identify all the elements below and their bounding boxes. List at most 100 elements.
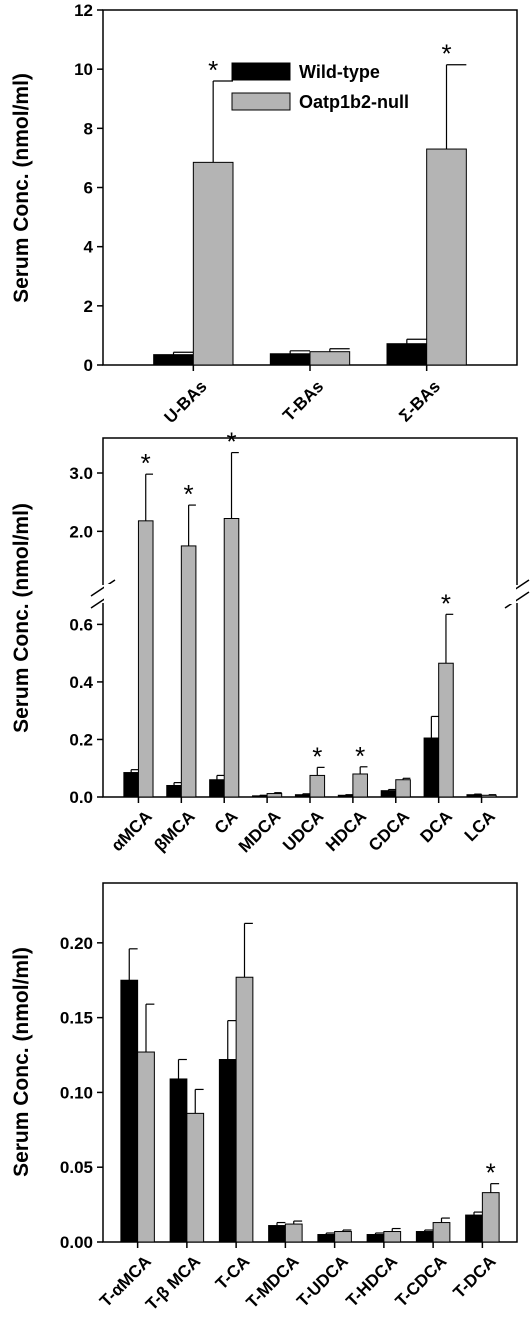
category-label: T-β MCA <box>142 1252 204 1314</box>
category-label: LCA <box>461 807 499 845</box>
bar-wild-type <box>120 979 139 1243</box>
significance-star: * <box>184 479 194 509</box>
axis-break-band <box>104 584 516 604</box>
y-tick-label: 0.4 <box>69 673 93 692</box>
bar-oatp1b2-null <box>192 161 234 366</box>
significance-star: * <box>141 448 151 478</box>
bar-oatp1b2-null <box>235 976 254 1243</box>
bar-wild-type <box>294 794 311 798</box>
bar-wild-type <box>423 737 440 798</box>
bar-oatp1b2-null <box>352 773 368 798</box>
bar-wild-type <box>169 1078 188 1243</box>
bar-oatp1b2-null <box>284 1223 303 1243</box>
y-tick-label: 2 <box>84 297 93 316</box>
bar-oatp1b2-null <box>395 779 411 798</box>
bar-wild-type <box>209 779 225 798</box>
bar-wild-type <box>317 1234 336 1243</box>
panel-unconjugated-bile-acids: 0.0 0.2 0.4 0.6 2.0 3.0 Serum Conc. (nmol/ml) *… <box>10 427 530 856</box>
y-tick-label: 0.2 <box>69 730 93 749</box>
bar-wild-type <box>366 1234 385 1243</box>
category-label: U-BAs <box>160 377 210 427</box>
bar-wild-type <box>380 790 397 798</box>
bar-wild-type <box>465 1214 483 1243</box>
category-label: T-UDCA <box>293 1252 352 1311</box>
panel-bile-acid-totals: 0 2 4 6 8 10 12 Serum Conc. (nmol/ml) * U-BAs T-BA… <box>10 1 518 427</box>
bar-oatp1b2-null <box>309 351 351 366</box>
y-axis-title: Serum Conc. (nmol/ml) <box>10 947 33 1177</box>
category-label: βMCA <box>150 807 198 855</box>
y-tick-label: 2.0 <box>69 522 93 541</box>
y-tick-label: 12 <box>74 1 93 20</box>
category-label: Σ-BAs <box>395 377 444 426</box>
bar-wild-type <box>337 794 354 798</box>
bar-wild-type <box>386 343 428 366</box>
plot-frame <box>102 882 518 1243</box>
legend-swatch-oatp1b2-null <box>231 92 291 111</box>
panel-taurine-conjugated-bile-acids: 0.00 0.05 0.10 0.15 0.20 Serum Conc. (nmol/ml… <box>10 882 518 1314</box>
bar-oatp1b2-null <box>334 1231 352 1243</box>
bar-oatp1b2-null <box>137 520 154 798</box>
bar-wild-type <box>466 794 483 798</box>
significance-star: * <box>355 741 365 771</box>
y-axis-title: Serum Conc. (nmol/ml) <box>10 73 33 303</box>
significance-star: * <box>208 55 218 85</box>
bar-wild-type <box>252 795 268 798</box>
bar-oatp1b2-null <box>438 662 454 798</box>
category-label: UDCA <box>279 807 327 855</box>
y-tick-label: 0.10 <box>60 1083 93 1102</box>
category-label: T-DCA <box>450 1252 500 1302</box>
bar-wild-type <box>268 1225 286 1243</box>
category-label: HDCA <box>322 807 370 855</box>
y-tick-label: 0 <box>84 356 93 375</box>
y-tick-label: 0.00 <box>60 1233 93 1252</box>
category-label: T-HDCA <box>342 1252 401 1311</box>
y-tick-label: 0.20 <box>60 934 93 953</box>
legend-label: Oatp1b2-null <box>299 92 409 112</box>
y-tick-label: 4 <box>84 238 94 257</box>
bar-wild-type <box>123 772 139 798</box>
category-label: MDCA <box>235 807 284 856</box>
category-label: T-BAs <box>279 377 327 425</box>
y-tick-label: 10 <box>74 60 93 79</box>
category-label: CDCA <box>365 807 413 855</box>
bar-wild-type <box>415 1231 434 1243</box>
bar-oatp1b2-null <box>481 1192 500 1243</box>
bar-oatp1b2-null <box>137 1051 155 1243</box>
significance-star: * <box>441 588 451 618</box>
y-tick-label: 8 <box>84 119 93 138</box>
legend-swatch-wild-type <box>231 62 291 81</box>
bar-wild-type <box>218 1059 237 1243</box>
bar-oatp1b2-null <box>426 148 467 366</box>
axis-break-mark <box>90 579 116 597</box>
category-label: T-CA <box>212 1252 253 1293</box>
y-tick-label: 0.0 <box>69 788 93 807</box>
category-label: DCA <box>416 807 455 846</box>
y-tick-label: 6 <box>84 179 93 198</box>
significance-star: * <box>441 39 451 69</box>
category-label: CA <box>211 807 242 838</box>
y-tick-label: 0.05 <box>60 1158 93 1177</box>
bar-oatp1b2-null <box>383 1231 402 1243</box>
bar-oatp1b2-null <box>180 545 197 798</box>
significance-star: * <box>312 741 322 771</box>
plot-frame <box>102 437 518 798</box>
category-label: T-CDCA <box>392 1252 451 1311</box>
bar-oatp1b2-null <box>223 518 240 798</box>
y-tick-label: 0.6 <box>69 615 93 634</box>
y-axis-title: Serum Conc. (nmol/ml) <box>10 503 33 733</box>
significance-star: * <box>226 427 236 457</box>
category-label: T-MDCA <box>243 1252 303 1312</box>
significance-star: * <box>486 1158 496 1188</box>
axis-break-mark <box>504 591 530 609</box>
bar-wild-type <box>269 353 311 366</box>
category-label: αMCA <box>108 807 156 855</box>
bar-oatp1b2-null <box>432 1222 451 1243</box>
bar-oatp1b2-null <box>266 793 283 798</box>
bar-wild-type <box>153 354 194 366</box>
legend-label: Wild-type <box>299 62 380 82</box>
bar-wild-type <box>166 784 182 798</box>
bar-oatp1b2-null <box>481 794 497 798</box>
bar-oatp1b2-null <box>309 774 326 798</box>
y-tick-label: 3.0 <box>69 464 93 483</box>
